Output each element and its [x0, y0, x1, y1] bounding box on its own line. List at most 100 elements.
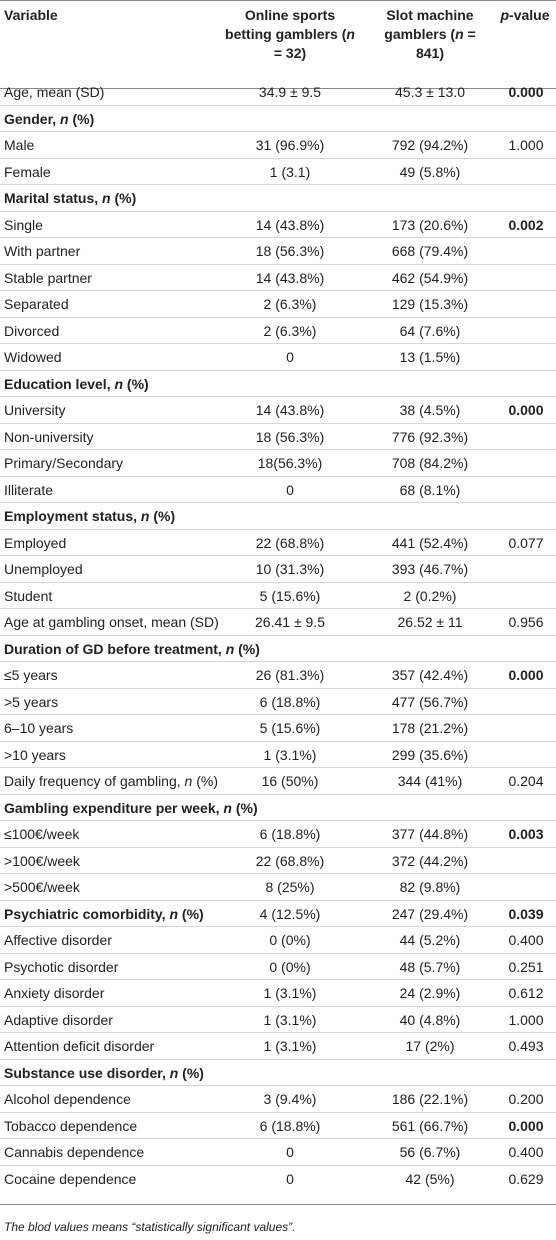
table-row: Tobacco dependence 6 (18.8%) 561 (66.7%) 0.…: [0, 1113, 556, 1139]
p-value: 1.000: [508, 137, 544, 153]
table-row: Daily frequency of gambling, n (%) 16 (50…: [0, 768, 556, 795]
row-label: >100€/week: [4, 852, 80, 869]
cell-value: 56 (6.7%): [399, 1144, 461, 1160]
p-value: 0.002: [508, 216, 544, 233]
cell-value: 0: [286, 349, 294, 365]
row-label: Female: [4, 163, 51, 180]
table-row: Separated 2 (6.3%) 129 (15.3%): [0, 291, 556, 318]
table-row: Illiterate 0 68 (8.1%): [0, 477, 556, 503]
table-row: >100€/week 22 (68.8%) 372 (44.2%): [0, 848, 556, 874]
cell-value: 2 (6.3%): [263, 322, 317, 339]
header-cell: p-value: [500, 7, 550, 23]
cell-value: 16 (50%): [261, 773, 319, 789]
table-row: 6–10 years 5 (15.6%) 178 (21.2%): [0, 715, 556, 742]
cell-value: 462 (54.9%): [391, 269, 469, 286]
row-label: Widowed: [4, 349, 62, 365]
cell-value: 26 (81.3%): [255, 667, 325, 683]
cell-value: 22 (68.8%): [255, 534, 325, 551]
cell-value: 64 (7.6%): [399, 322, 461, 339]
cell-value: 22 (68.8%): [255, 852, 325, 869]
cell-value: 708 (84.2%): [391, 455, 469, 471]
cell-value: 0 (0%): [269, 932, 311, 948]
cell-value: 377 (44.8%): [391, 826, 469, 842]
row-label: Tobacco dependence: [4, 1117, 138, 1134]
table-row: Attention deficit disorder 1 (3.1%) 17 (2%…: [0, 1033, 556, 1060]
p-value: 0.204: [508, 773, 544, 789]
table-row: Non-university 18 (56.3%) 776 (92.3%): [0, 424, 556, 450]
cell-value: 45.3 ± 13.0: [395, 84, 465, 100]
row-label: ≤5 years: [4, 667, 58, 683]
table-row: >5 years 6 (18.8%) 477 (56.7%): [0, 689, 556, 715]
cell-value: 14 (43.8%): [255, 216, 325, 233]
cell-value: 2 (0.2%): [403, 587, 457, 604]
cell-value: 1 (3.1%): [263, 746, 317, 763]
cell-value: 14 (43.8%): [255, 269, 325, 286]
table-row: Duration of GD before treatment, n (%): [0, 636, 556, 662]
table-row: Psychiatric comorbidity, n (%) 4 (12.5%) 2…: [0, 901, 556, 927]
row-label: Male: [4, 137, 35, 153]
row-label: Primary/Secondary: [4, 455, 124, 471]
cell-value: 561 (66.7%): [391, 1117, 469, 1134]
row-label: Employment status, n (%): [4, 508, 176, 524]
cell-value: 0 (0%): [269, 958, 311, 975]
table-row: Male 31 (96.9%) 792 (94.2%) 1.000: [0, 132, 556, 159]
row-label: Marital status, n (%): [4, 190, 137, 206]
row-label: Age, mean (SD): [4, 84, 105, 100]
row-label: Education level, n (%): [4, 375, 149, 392]
row-label: >500€/week: [4, 879, 80, 895]
table-row: Cannabis dependence 0 56 (6.7%) 0.400: [0, 1139, 556, 1166]
row-label: Attention deficit disorder: [4, 1038, 155, 1054]
row-label: Stable partner: [4, 269, 92, 286]
row-label: Separated: [4, 296, 69, 312]
table-row: Alcohol dependence 3 (9.4%) 186 (22.1%) 0.2…: [0, 1086, 556, 1113]
row-label: Anxiety disorder: [4, 985, 105, 1001]
table-row: Adaptive disorder 1 (3.1%) 40 (4.8%) 1.000: [0, 1007, 556, 1033]
cell-value: 49 (5.8%): [399, 163, 461, 180]
cell-value: 441 (52.4%): [391, 534, 469, 551]
cell-value: 13 (1.5%): [399, 349, 461, 365]
table-row: Psychotic disorder 0 (0%) 48 (5.7%) 0.251: [0, 954, 556, 980]
cell-value: 26.52 ± 11: [397, 614, 463, 630]
p-value: 0.400: [508, 932, 544, 948]
cell-value: 8 (25%): [265, 879, 315, 895]
cell-value: 42 (5%): [405, 1170, 455, 1187]
row-label: Unemployed: [4, 561, 83, 577]
row-label: 6–10 years: [4, 720, 74, 736]
row-label: Single: [4, 216, 43, 233]
row-label: University: [4, 402, 66, 418]
cell-value: 2 (6.3%): [263, 296, 317, 312]
cell-value: 1 (3.1%): [263, 985, 317, 1001]
header-cell: Online sports betting gamblers (n = 32): [225, 7, 355, 61]
cell-value: 477 (56.7%): [391, 693, 469, 710]
bottom-rule: [0, 1204, 556, 1205]
table-row: Employed 22 (68.8%) 441 (52.4%) 0.077: [0, 530, 556, 556]
table-row: Affective disorder 0 (0%) 44 (5.2%) 0.400: [0, 927, 556, 954]
cell-value: 357 (42.4%): [391, 667, 469, 683]
table-row: >10 years 1 (3.1%) 299 (35.6%): [0, 742, 556, 768]
p-value: 0.200: [508, 1091, 544, 1107]
cell-value: 173 (20.6%): [391, 216, 469, 233]
cell-value: 393 (46.7%): [391, 561, 469, 577]
header-cell: Variable: [4, 7, 58, 23]
cell-value: 40 (4.8%): [399, 1011, 461, 1028]
row-label: Affective disorder: [4, 932, 112, 948]
cell-value: 186 (22.1%): [391, 1091, 469, 1107]
cell-value: 4 (12.5%): [259, 905, 321, 922]
cell-value: 18 (56.3%): [255, 428, 325, 445]
cell-value: 776 (92.3%): [391, 428, 469, 445]
cell-value: 0: [286, 481, 294, 498]
cell-value: 5 (15.6%): [259, 720, 321, 736]
p-value: 0.000: [508, 1117, 544, 1134]
table-row: Anxiety disorder 1 (3.1%) 24 (2.9%) 0.612: [0, 980, 556, 1007]
header-rule: [0, 88, 556, 89]
p-value: 0.400: [508, 1144, 544, 1160]
p-value: 1.000: [508, 1011, 544, 1028]
row-label: Cocaine dependence: [4, 1170, 137, 1187]
row-label: Non-university: [4, 428, 94, 445]
footnote: The blod values means “statistically sig…: [4, 1220, 296, 1234]
top-rule: [0, 0, 556, 1]
table-row: With partner 18 (56.3%) 668 (79.4%): [0, 238, 556, 265]
row-label: >5 years: [4, 693, 59, 710]
cell-value: 82 (9.8%): [399, 879, 461, 895]
